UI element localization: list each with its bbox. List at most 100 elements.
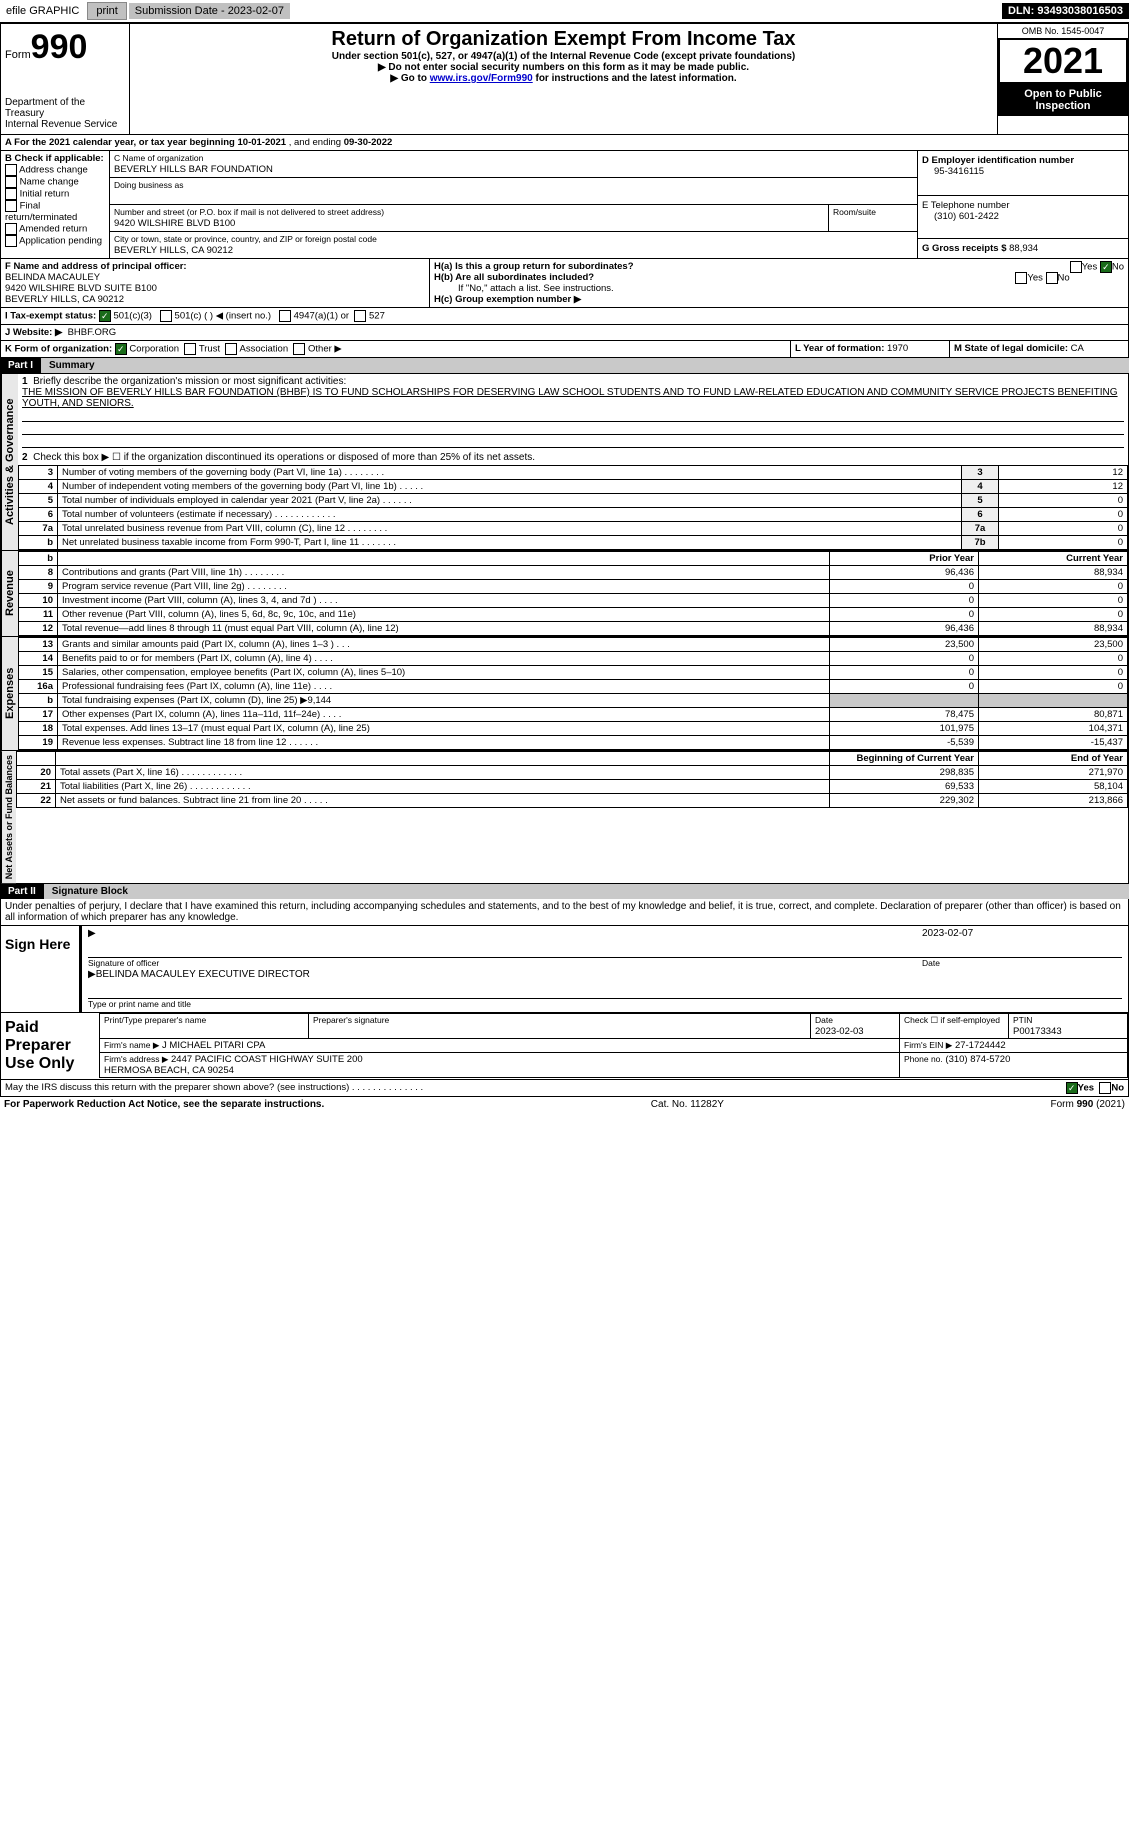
sub3-pre: ▶ Go to <box>390 73 429 84</box>
may-yes-check[interactable]: ✓ <box>1066 1082 1078 1094</box>
k-label: K Form of organization: <box>5 344 112 355</box>
b-check[interactable] <box>5 164 17 176</box>
officer-name: BELINDA MACAULEY <box>5 272 100 283</box>
b-check[interactable] <box>5 235 17 247</box>
d-label: D Employer identification number <box>922 155 1074 166</box>
firm-phone: (310) 874-5720 <box>945 1054 1010 1065</box>
i-527-check[interactable] <box>354 310 366 322</box>
irs-link[interactable]: www.irs.gov/Form990 <box>430 73 533 84</box>
hb-yes-check[interactable] <box>1015 272 1027 284</box>
ptin-lbl: PTIN <box>1013 1015 1032 1025</box>
eoy-hdr: End of Year <box>979 752 1128 766</box>
b-check[interactable] <box>5 188 17 200</box>
sig-date-label: Date <box>922 958 940 968</box>
i-label: I Tax-exempt status: <box>5 311 96 322</box>
k-corp-check[interactable]: ✓ <box>115 343 127 355</box>
l-label: L Year of formation: <box>795 343 884 354</box>
dba-label: Doing business as <box>114 180 183 190</box>
print-button[interactable]: print <box>87 2 126 20</box>
form-ref-yr: (2021) <box>1093 1099 1125 1110</box>
mission-text: THE MISSION OF BEVERLY HILLS BAR FOUNDAT… <box>22 387 1118 409</box>
side-governance: Activities & Governance <box>1 374 18 550</box>
form-header: Form990 Department of the Treasury Inter… <box>0 23 1129 135</box>
firm-name: J MICHAEL PITARI CPA <box>162 1040 265 1051</box>
k-trust-check[interactable] <box>184 343 196 355</box>
i-501c-check[interactable] <box>160 310 172 322</box>
b-check[interactable] <box>5 176 17 188</box>
form-word: Form <box>5 49 31 61</box>
ty-begin: 10-01-2021 <box>238 137 287 148</box>
gross-receipts: 88,934 <box>1009 243 1038 254</box>
ty-end: 09-30-2022 <box>344 137 393 148</box>
sub3-post: for instructions and the latest informat… <box>533 73 737 84</box>
ha-no-check[interactable]: ✓ <box>1100 261 1112 273</box>
k-other-check[interactable] <box>293 343 305 355</box>
e-label: E Telephone number <box>922 200 1010 211</box>
cat-no: Cat. No. 11282Y <box>651 1099 724 1110</box>
current-year-hdr: Current Year <box>979 552 1128 566</box>
phone-value: (310) 601-2422 <box>922 211 999 222</box>
section-b-label: B Check if applicable: <box>5 153 104 164</box>
m-value: CA <box>1071 343 1084 354</box>
form-ref-pre: Form <box>1051 1099 1077 1110</box>
hb-label: H(b) Are all subordinates included? <box>434 272 594 283</box>
i-527: 527 <box>369 311 385 322</box>
print-name-label: Type or print name and title <box>88 999 191 1009</box>
side-netassets: Net Assets or Fund Balances <box>1 751 16 883</box>
sig-officer-label: Signature of officer <box>88 958 159 968</box>
i-501c: 501(c) ( ) ◀ (insert no.) <box>175 311 272 322</box>
ha-yes-check[interactable] <box>1070 261 1082 273</box>
pt-date-lbl: Date <box>815 1015 833 1025</box>
ptin-value: P00173343 <box>1013 1026 1062 1037</box>
line1-label: Briefly describe the organization's miss… <box>33 376 346 387</box>
firm-ein-lbl: Firm's EIN ▶ <box>904 1040 952 1050</box>
m-label: M State of legal domicile: <box>954 343 1068 354</box>
ha-no: No <box>1112 262 1124 273</box>
hc-label: H(c) Group exemption number ▶ <box>434 294 581 305</box>
website-value: BHBF.ORG <box>68 327 117 338</box>
pt-date: 2023-02-03 <box>815 1026 864 1037</box>
sig-date: 2023-02-07 <box>922 928 973 939</box>
city-label: City or town, state or province, country… <box>114 234 377 244</box>
part2-label: Part II <box>0 884 44 899</box>
line-a-pre: A For the 2021 calendar year, or tax yea… <box>5 137 238 148</box>
return-title: Return of Organization Exempt From Incom… <box>134 28 993 51</box>
i-4947: 4947(a)(1) or <box>294 311 349 322</box>
k-assoc-check[interactable] <box>225 343 237 355</box>
b-check[interactable] <box>5 223 17 235</box>
dln-label: DLN: 93493038016503 <box>1002 3 1129 19</box>
k-assoc: Association <box>240 344 289 355</box>
boy-hdr: Beginning of Current Year <box>830 752 979 766</box>
ein-value: 95-3416115 <box>922 166 984 177</box>
l-value: 1970 <box>887 343 908 354</box>
part2-header: Part IISignature Block <box>0 884 1129 899</box>
pt-self-lbl: Check ☐ if self-employed <box>904 1015 1000 1025</box>
declaration-text: Under penalties of perjury, I declare th… <box>5 901 1121 923</box>
firm-phone-lbl: Phone no. <box>904 1054 943 1064</box>
part2-title: Signature Block <box>44 884 136 899</box>
part1-header: Part ISummary <box>0 358 1129 373</box>
preparer-table: Print/Type preparer's name Preparer's si… <box>99 1013 1128 1078</box>
may-no-check[interactable] <box>1099 1082 1111 1094</box>
hb-note: If "No," attach a list. See instructions… <box>434 283 1124 294</box>
governance-table: 3Number of voting members of the governi… <box>18 465 1128 550</box>
hb-yes: Yes <box>1027 273 1043 284</box>
i-4947-check[interactable] <box>279 310 291 322</box>
g-label: G Gross receipts $ <box>922 243 1006 254</box>
room-label: Room/suite <box>833 207 876 217</box>
page-footer: For Paperwork Reduction Act Notice, see … <box>0 1097 1129 1112</box>
org-name: BEVERLY HILLS BAR FOUNDATION <box>114 164 273 175</box>
c-name-label: C Name of organization <box>114 153 203 163</box>
part1-title: Summary <box>41 358 103 373</box>
firm-name-lbl: Firm's name ▶ <box>104 1040 159 1050</box>
may-discuss-label: May the IRS discuss this return with the… <box>5 1082 423 1093</box>
b-check[interactable] <box>5 200 17 212</box>
paperwork-notice: For Paperwork Reduction Act Notice, see … <box>4 1099 324 1110</box>
i-501c3-check[interactable]: ✓ <box>99 310 111 322</box>
line-a-mid: , and ending <box>286 137 344 148</box>
k-other: Other ▶ <box>308 344 342 355</box>
omb-label: OMB No. 1545-0047 <box>998 24 1128 38</box>
pt-name-lbl: Print/Type preparer's name <box>104 1015 206 1025</box>
i-501c3: 501(c)(3) <box>113 311 152 322</box>
hb-no-check[interactable] <box>1046 272 1058 284</box>
